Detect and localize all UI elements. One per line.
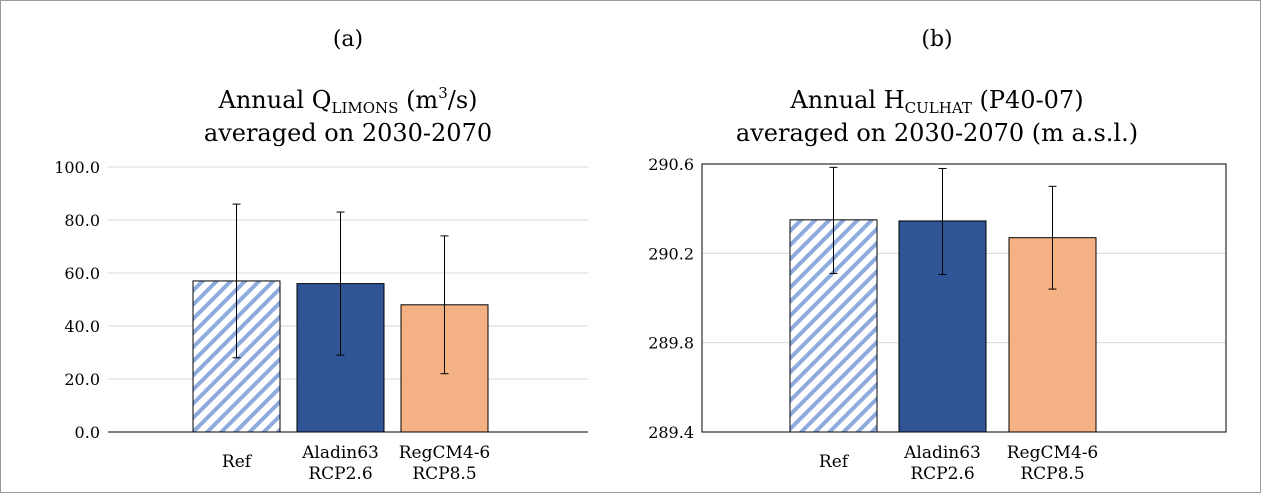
category-label: RegCM4-6 [399, 443, 491, 463]
category-label: RCP8.5 [1020, 464, 1084, 484]
y-tick-label: 0.0 [75, 423, 100, 442]
chart-title-prefix: Annual Q [217, 86, 331, 114]
panel-label: (a) [333, 27, 363, 52]
chart-title-line1: Annual QLIMONS (m3/s) [217, 84, 477, 117]
chart-title-line2: averaged on 2030-2070 [204, 119, 492, 147]
y-tick-label: 20.0 [64, 370, 100, 389]
y-tick-label: 60.0 [64, 264, 100, 283]
chart-title-tail: /s) [448, 86, 478, 114]
category-label: RCP2.6 [308, 464, 372, 484]
category-label: RCP2.6 [910, 464, 974, 484]
y-tick-label: 290.6 [648, 155, 694, 174]
category-label: RCP8.5 [412, 464, 476, 484]
chart-title-prefix: Annual H [789, 86, 904, 114]
y-tick-label: 289.4 [648, 423, 694, 442]
chart-title-line2: averaged on 2030-2070 (m a.s.l.) [736, 119, 1138, 147]
y-tick-label: 80.0 [64, 211, 100, 230]
chart-title-subscript: LIMONS [331, 99, 398, 117]
y-tick-label: 289.8 [648, 334, 694, 353]
category-label: Ref [222, 452, 253, 472]
panel-label: (b) [921, 27, 952, 52]
y-tick-label: 40.0 [64, 317, 100, 336]
category-label: Ref [819, 452, 850, 472]
chart-title-subscript: CULHAT [905, 99, 972, 117]
chart-title-suffix: (P40-07) [972, 86, 1084, 114]
chart-panel-b: (b)Annual HCULHAT (P40-07)averaged on 20… [648, 27, 1227, 484]
chart-title-suffix: (m [398, 86, 438, 114]
chart-title-line1: Annual HCULHAT (P40-07) [789, 86, 1083, 117]
chart-title-superscript: 3 [438, 84, 448, 102]
y-tick-label: 100.0 [54, 158, 100, 177]
chart-panel-a: (a)Annual QLIMONS (m3/s)averaged on 2030… [54, 27, 588, 484]
y-tick-label: 290.2 [648, 244, 694, 263]
category-label: Aladin63 [301, 443, 379, 463]
category-label: Aladin63 [903, 443, 981, 463]
category-label: RegCM4-6 [1007, 443, 1099, 463]
